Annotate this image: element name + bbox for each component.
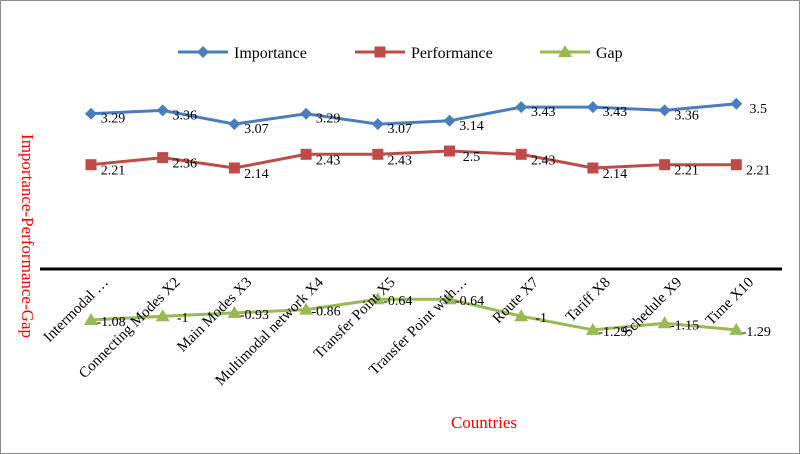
x-tick-label: Time X10 bbox=[703, 275, 757, 329]
data-label-importance: 3.36 bbox=[674, 108, 699, 123]
series-importance: 3.29 3.36 3.07 3.29 3.07 3.14 3.43 3.43 3.36 3.5 bbox=[85, 97, 768, 137]
data-label-gap: -0.93 bbox=[240, 308, 269, 323]
data-label-performance: 2.5 bbox=[463, 150, 481, 165]
data-label-gap: -0.64 bbox=[383, 294, 412, 309]
data-label-gap: -1.15 bbox=[670, 318, 699, 333]
plot-area: 3.29 3.36 3.07 3.29 3.07 3.14 3.43 3.43 3.36 3.5 2… bbox=[84, 97, 771, 340]
data-point-performance bbox=[659, 159, 671, 171]
data-label-importance: 3.36 bbox=[172, 108, 197, 123]
legend-item-gap: Gap bbox=[540, 45, 623, 62]
data-label-performance: 2.21 bbox=[101, 164, 126, 179]
data-point-performance bbox=[300, 148, 312, 160]
data-label-performance: 2.43 bbox=[316, 153, 341, 168]
data-point-importance bbox=[371, 118, 384, 131]
legend-label-performance: Performance bbox=[411, 45, 493, 62]
series-performance: 2.21 2.36 2.14 2.43 2.43 2.5 2.43 2.14 2.21 2.21 bbox=[85, 145, 771, 182]
legend-item-importance: Importance bbox=[178, 45, 307, 62]
data-point-importance bbox=[515, 101, 528, 114]
data-label-gap: -1.29 bbox=[598, 325, 627, 340]
legend: Importance Performance Gap bbox=[178, 45, 623, 62]
data-point-gap bbox=[84, 312, 98, 325]
data-label-gap: -0.86 bbox=[312, 305, 341, 320]
x-axis-title: Countries bbox=[451, 413, 517, 432]
data-point-performance bbox=[228, 162, 240, 174]
data-point-gap bbox=[299, 302, 314, 315]
data-point-gap bbox=[227, 305, 242, 318]
legend-label-gap: Gap bbox=[596, 45, 623, 62]
data-label-gap: -1.29 bbox=[742, 325, 771, 340]
series-gap: -1.08 -1 -0.93 -0.86 -0.64 -0.64 -1 -1.29 -1.15 -… bbox=[84, 292, 771, 340]
data-label-performance: 2.21 bbox=[746, 164, 771, 179]
data-point-performance bbox=[444, 145, 455, 157]
data-label-performance: 2.21 bbox=[674, 164, 699, 179]
data-point-performance bbox=[372, 148, 384, 160]
data-point-gap bbox=[370, 292, 385, 305]
data-point-importance bbox=[586, 101, 599, 114]
data-label-importance: 3.5 bbox=[750, 102, 768, 117]
legend-label-importance: Importance bbox=[234, 45, 307, 62]
data-label-importance: 3.07 bbox=[244, 122, 269, 137]
data-label-performance: 2.36 bbox=[172, 157, 197, 172]
data-point-gap bbox=[729, 322, 744, 335]
data-label-performance: 2.43 bbox=[388, 153, 413, 168]
data-label-performance: 2.14 bbox=[603, 167, 628, 182]
data-point-gap bbox=[442, 292, 457, 305]
data-point-gap bbox=[585, 322, 600, 335]
data-point-importance bbox=[300, 107, 313, 120]
data-point-importance bbox=[730, 97, 743, 110]
data-point-importance bbox=[156, 104, 169, 117]
data-label-gap: -1 bbox=[535, 311, 547, 326]
data-point-performance bbox=[515, 148, 527, 160]
data-label-performance: 2.14 bbox=[244, 167, 269, 182]
data-point-importance bbox=[85, 107, 97, 120]
data-label-importance: 3.29 bbox=[101, 112, 126, 127]
data-point-gap bbox=[514, 309, 529, 322]
data-point-performance bbox=[587, 162, 599, 174]
data-point-performance bbox=[85, 159, 97, 171]
data-label-importance: 3.43 bbox=[603, 105, 628, 120]
data-point-importance bbox=[443, 114, 456, 127]
data-label-gap: -1 bbox=[177, 311, 189, 326]
series-line-gap bbox=[90, 297, 737, 332]
data-point-importance bbox=[658, 104, 671, 117]
data-label-importance: 3.14 bbox=[459, 119, 484, 134]
data-label-importance: 3.29 bbox=[316, 112, 341, 127]
data-label-gap: -0.64 bbox=[455, 294, 484, 309]
data-label-gap: -1.08 bbox=[96, 315, 125, 330]
data-point-gap bbox=[657, 316, 672, 329]
data-point-performance bbox=[157, 152, 169, 164]
x-tick-label: Intermodal … bbox=[41, 275, 112, 346]
series-line-importance bbox=[90, 102, 737, 126]
data-point-performance bbox=[730, 159, 742, 171]
data-point-importance bbox=[228, 118, 241, 131]
y-axis-title: Importance-Performance-Gap bbox=[18, 134, 37, 338]
x-tick-label: Tariff X8 bbox=[563, 275, 614, 326]
series-line-performance bbox=[90, 149, 737, 170]
data-point-gap bbox=[155, 309, 170, 322]
data-label-importance: 3.07 bbox=[388, 122, 413, 137]
data-label-importance: 3.43 bbox=[531, 105, 556, 120]
data-label-performance: 2.43 bbox=[531, 153, 556, 168]
legend-item-performance: Performance bbox=[355, 45, 493, 62]
